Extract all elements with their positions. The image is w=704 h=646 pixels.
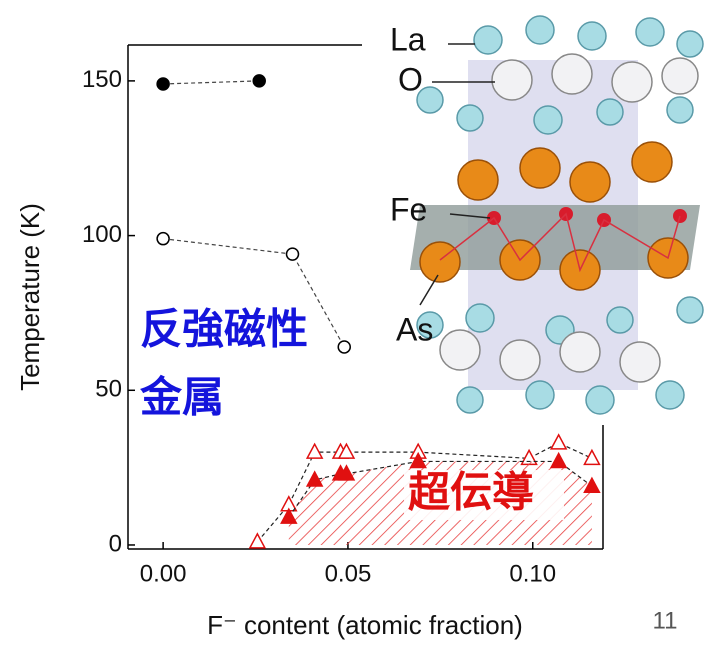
annotation: 反強磁性	[140, 305, 308, 354]
guide-line	[256, 442, 593, 543]
point	[156, 231, 170, 246]
point	[549, 451, 568, 469]
crystal-inset: La O Fe As	[362, 0, 704, 425]
point	[248, 532, 267, 549]
inset-label: As	[396, 311, 433, 347]
point	[305, 442, 324, 459]
x-axis-label: F⁻ content (atomic fraction)	[207, 610, 523, 640]
inset-label: La	[390, 21, 426, 57]
y-tick-label: 100	[82, 221, 122, 248]
x-tick-label: 0.00	[140, 560, 187, 587]
point	[337, 442, 356, 459]
point	[285, 247, 300, 261]
point	[409, 451, 427, 469]
point	[280, 507, 298, 524]
point	[252, 74, 266, 88]
y-tick-label: 50	[95, 376, 122, 403]
annotation: 超伝導	[408, 468, 534, 517]
inset-label: Fe	[390, 191, 427, 227]
guide-line	[163, 80, 260, 85]
page-number: 11	[653, 607, 678, 634]
point	[305, 470, 324, 487]
guide-line	[163, 238, 345, 348]
point	[549, 433, 568, 450]
annotation: 金属	[139, 373, 224, 422]
point	[156, 77, 170, 91]
y-tick-label: 150	[82, 66, 122, 93]
point	[583, 476, 601, 493]
point	[337, 464, 356, 481]
y-tick-label: 0	[109, 530, 122, 557]
x-tick-label: 0.05	[325, 560, 372, 587]
point	[583, 448, 601, 466]
x-tick-label: 0.10	[509, 560, 556, 587]
point	[337, 340, 351, 354]
y-axis-label: Temperature (K)	[15, 203, 45, 391]
inset-label: O	[398, 61, 423, 97]
